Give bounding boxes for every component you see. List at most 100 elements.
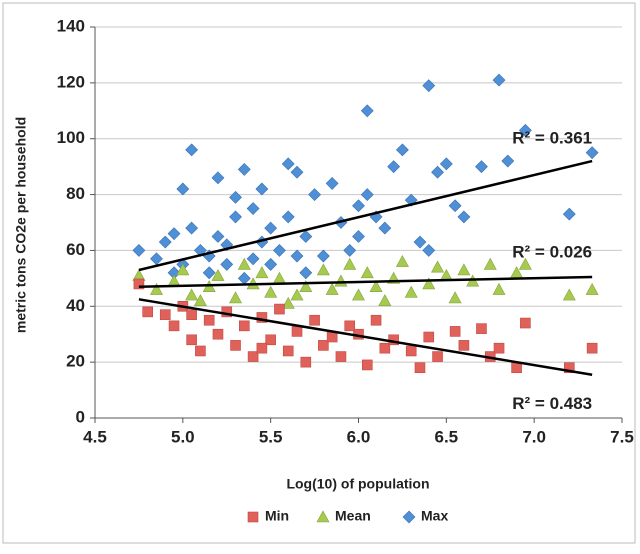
data-point: [246, 202, 260, 215]
x-tick-label: 5.0: [171, 427, 195, 446]
data-point: [422, 79, 436, 93]
data-point: [423, 331, 435, 343]
r-squared-label: R² = 0.483: [512, 394, 592, 413]
data-point: [448, 291, 462, 304]
data-point: [281, 296, 295, 309]
data-point: [274, 303, 285, 315]
data-point: [457, 210, 471, 224]
data-point: [281, 157, 295, 171]
data-point: [518, 257, 532, 270]
data-point: [562, 288, 576, 301]
data-point: [395, 143, 409, 157]
data-point: [159, 309, 171, 320]
data-point: [168, 320, 180, 332]
data-point: [404, 285, 418, 298]
data-point: [360, 266, 374, 279]
data-point: [318, 340, 329, 351]
x-axis-label: Log(10) of population: [286, 476, 429, 492]
data-point: [448, 199, 462, 213]
data-point: [212, 328, 224, 340]
data-point: [395, 254, 409, 267]
data-point: [256, 342, 268, 354]
data-point: [563, 362, 575, 374]
data-point: [186, 309, 197, 320]
r-squared-label: R² = 0.361: [512, 129, 592, 148]
x-tick-label: 7.5: [610, 427, 634, 446]
y-tick-label: 140: [57, 16, 85, 35]
data-point: [511, 362, 522, 374]
data-point: [291, 326, 303, 337]
data-point: [361, 359, 373, 371]
data-point: [229, 190, 242, 204]
data-point: [176, 182, 190, 196]
data-point: [264, 257, 278, 271]
data-point: [229, 291, 243, 304]
data-point: [343, 244, 357, 257]
data-point: [255, 182, 269, 196]
data-point: [422, 277, 436, 290]
trend-line: [138, 275, 593, 288]
data-point: [431, 165, 444, 179]
y-axis-label: metric tons CO2e per household: [13, 117, 29, 333]
x-tick-label: 6.5: [435, 427, 459, 446]
data-point: [432, 351, 443, 362]
data-point: [246, 252, 260, 266]
data-point: [211, 268, 225, 281]
data-point: [167, 227, 181, 241]
data-point: [501, 154, 515, 168]
data-point: [308, 188, 322, 201]
legend-marker: [402, 510, 416, 524]
data-point: [255, 266, 269, 279]
y-tick-label: 40: [66, 296, 85, 315]
data-point: [299, 280, 313, 293]
data-point: [360, 104, 374, 118]
data-point: [316, 263, 330, 276]
data-point: [265, 334, 276, 346]
data-point: [422, 244, 436, 257]
data-point: [211, 230, 225, 243]
data-point: [185, 288, 199, 301]
data-point: [316, 249, 330, 263]
data-point: [229, 210, 242, 224]
data-point: [360, 188, 374, 201]
data-point: [299, 230, 313, 243]
data-point: [237, 163, 251, 176]
data-point: [343, 257, 357, 270]
data-point: [369, 280, 383, 293]
data-point: [476, 323, 487, 334]
data-point: [352, 199, 365, 213]
legend-marker: [247, 511, 259, 523]
data-point: [290, 288, 304, 301]
data-point: [149, 282, 163, 295]
data-point: [586, 342, 598, 354]
x-tick-label: 4.5: [83, 427, 107, 446]
data-point: [325, 176, 339, 190]
data-point: [133, 278, 145, 290]
data-point: [585, 282, 599, 295]
data-point: [352, 230, 365, 243]
y-tick-label: 20: [66, 352, 85, 371]
data-point: [203, 314, 215, 326]
data-point: [202, 266, 216, 280]
data-point: [193, 294, 207, 307]
data-point: [492, 282, 506, 295]
data-point: [439, 157, 453, 171]
data-point: [247, 351, 259, 362]
data-point: [431, 260, 445, 273]
data-point: [264, 221, 278, 235]
data-point: [458, 340, 470, 351]
data-point: [281, 210, 295, 224]
data-point: [483, 257, 497, 270]
data-point: [414, 362, 426, 374]
data-point: [237, 257, 251, 270]
data-point: [475, 160, 488, 174]
data-point: [264, 285, 278, 298]
data-point: [449, 326, 461, 337]
data-point: [239, 320, 250, 332]
data-point: [325, 282, 339, 295]
legend-label: Mean: [335, 508, 371, 524]
r-squared-label: R² = 0.026: [512, 242, 592, 261]
legend-marker: [316, 510, 330, 523]
data-point: [585, 146, 599, 160]
